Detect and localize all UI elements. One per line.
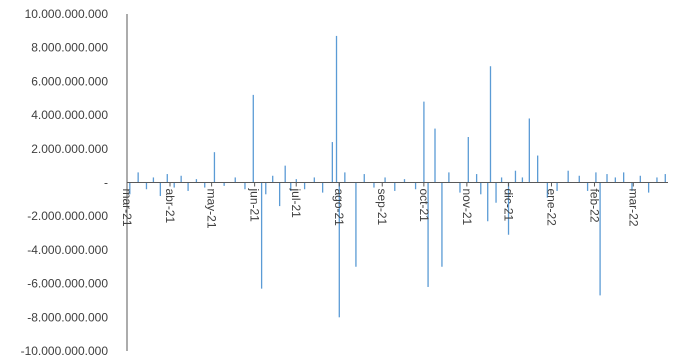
data-bar bbox=[321, 182, 324, 193]
data-bar bbox=[278, 182, 281, 207]
y-tick-label: -8.000.000.000 bbox=[27, 310, 108, 324]
x-tick-label: feb-22 bbox=[587, 189, 601, 223]
data-bar bbox=[335, 35, 338, 183]
data-bar bbox=[204, 182, 206, 188]
x-tick-label: ene-22 bbox=[544, 189, 558, 227]
x-tick-label: jun-21 bbox=[248, 188, 262, 223]
x-tick-label: oct-21 bbox=[417, 189, 431, 223]
data-bar bbox=[528, 118, 530, 183]
x-tick-label: abr-21 bbox=[163, 189, 177, 224]
data-bar bbox=[303, 182, 306, 190]
x-tick-label: dic-21 bbox=[501, 189, 515, 222]
data-bar bbox=[234, 177, 236, 183]
data-bar bbox=[514, 170, 517, 183]
data-bar bbox=[129, 182, 131, 195]
y-tick-label: 8.000.000.000 bbox=[31, 41, 108, 55]
x-tick-label: jul-21 bbox=[289, 188, 303, 219]
data-bar bbox=[537, 155, 539, 183]
data-bar bbox=[423, 101, 425, 183]
y-tick-label: 6.000.000.000 bbox=[31, 74, 108, 88]
data-bar bbox=[173, 182, 175, 188]
data-bar bbox=[137, 172, 139, 183]
data-bar bbox=[427, 182, 429, 287]
data-bar bbox=[290, 182, 292, 191]
data-bar bbox=[664, 174, 666, 183]
data-bar bbox=[521, 177, 524, 183]
data-bar bbox=[313, 177, 315, 183]
data-bar bbox=[507, 182, 510, 235]
data-bar bbox=[145, 182, 148, 190]
data-bar bbox=[344, 172, 346, 183]
data-bar bbox=[252, 94, 254, 183]
y-tick-label: 10.000.000.000 bbox=[25, 7, 109, 21]
data-bar bbox=[373, 182, 375, 188]
data-bar bbox=[586, 182, 589, 191]
data-bar bbox=[631, 182, 633, 191]
x-tick-label: sep-21 bbox=[375, 189, 389, 226]
data-bar bbox=[195, 179, 198, 183]
data-bar bbox=[223, 182, 225, 186]
x-tick-label: mar-22 bbox=[626, 189, 640, 227]
x-tick-label: ago-21 bbox=[332, 189, 346, 227]
data-bar bbox=[331, 142, 333, 183]
data-bar bbox=[578, 175, 580, 183]
data-bar bbox=[459, 182, 461, 193]
data-bar bbox=[272, 175, 274, 183]
data-bar bbox=[480, 182, 482, 195]
data-bar bbox=[623, 172, 625, 183]
data-bar bbox=[556, 182, 558, 191]
data-bar bbox=[599, 182, 601, 296]
data-bar bbox=[567, 170, 569, 183]
data-bar bbox=[152, 177, 155, 183]
data-bar bbox=[166, 174, 168, 183]
data-bar bbox=[260, 182, 263, 289]
y-tick-label: -6.000.000.000 bbox=[27, 277, 108, 291]
data-bar bbox=[384, 177, 386, 183]
data-bar bbox=[403, 179, 406, 183]
y-tick-label: -2.000.000.000 bbox=[27, 209, 108, 223]
x-tick-label: nov-21 bbox=[460, 189, 474, 226]
data-bar bbox=[213, 152, 216, 183]
data-bar bbox=[614, 177, 616, 183]
y-tick-label: -10.000.000.000 bbox=[21, 344, 109, 356]
y-axis-ticks: 10.000.000.000 8.000.000.000 6.000.000.000… bbox=[21, 7, 109, 356]
y-tick-label: 4.000.000.000 bbox=[31, 108, 108, 122]
data-bar bbox=[295, 179, 297, 183]
data-bar bbox=[338, 182, 340, 318]
data-bar bbox=[363, 174, 365, 183]
data-bar bbox=[467, 137, 469, 183]
data-bar bbox=[489, 66, 492, 183]
data-bar bbox=[284, 165, 286, 183]
data-bar bbox=[500, 177, 503, 183]
data-bar bbox=[487, 182, 489, 222]
data-bar bbox=[414, 182, 417, 190]
data-bar bbox=[639, 175, 641, 183]
data-bar bbox=[187, 182, 189, 191]
data-bar bbox=[475, 174, 478, 183]
data-bar bbox=[495, 182, 497, 203]
x-axis-ticks: mar-21 abr-21 may-21 jun-21 jul-21 ago-21 sep-… bbox=[120, 182, 640, 229]
y-tick-label: 2.000.000.000 bbox=[31, 142, 108, 156]
data-bar bbox=[546, 182, 549, 198]
data-bar bbox=[244, 182, 246, 190]
x-tick-label: may-21 bbox=[205, 189, 219, 229]
y-tick-label: - bbox=[104, 176, 108, 190]
data-bar bbox=[394, 182, 396, 191]
data-bar bbox=[441, 182, 443, 267]
bars-group bbox=[129, 35, 666, 318]
data-bar bbox=[159, 182, 161, 196]
data-bar bbox=[180, 175, 182, 183]
y-tick-label: -4.000.000.000 bbox=[27, 243, 108, 257]
data-bar bbox=[647, 182, 650, 193]
data-bar bbox=[434, 128, 436, 183]
data-bar bbox=[606, 174, 608, 183]
data-bar bbox=[265, 182, 267, 195]
data-bar bbox=[656, 177, 658, 183]
data-bar bbox=[448, 172, 450, 183]
data-bar bbox=[355, 182, 357, 267]
data-bar bbox=[595, 172, 597, 183]
x-tick-label: mar-21 bbox=[120, 189, 134, 227]
